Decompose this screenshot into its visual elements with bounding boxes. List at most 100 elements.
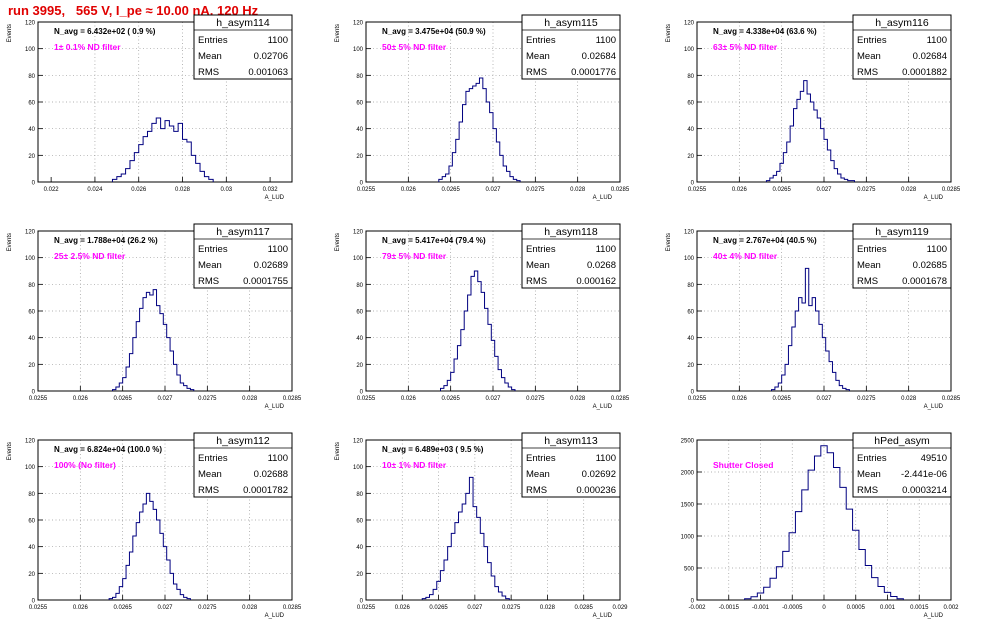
stats-title: h_asym119 (875, 226, 929, 238)
stats-value-mean: 0.02706 (254, 51, 288, 62)
stats-value-mean: 0.02684 (913, 51, 947, 62)
stats-box (521, 432, 621, 498)
stats-title: h_asym112 (216, 435, 270, 447)
x-tick-label: 0.0265 (429, 605, 448, 611)
y-tick-label: 120 (684, 21, 695, 27)
stats-label-rms: RMS (198, 276, 219, 287)
x-tick-label: 0.0285 (283, 605, 302, 611)
filter-label: 10± 1% ND filter (382, 460, 447, 470)
stats-box (852, 14, 952, 80)
x-tick-label: 0.0285 (942, 187, 961, 193)
stats-box (193, 223, 293, 289)
y-tick-label: 60 (356, 101, 363, 107)
stats-box (193, 432, 293, 498)
y-tick-label: 60 (28, 519, 35, 525)
x-tick-label: 0.0275 (198, 396, 217, 402)
y-tick-label: 100 (684, 256, 695, 262)
filter-label: 100% (No filter) (54, 460, 116, 470)
stats-box (852, 223, 952, 289)
y-tick-label: 100 (353, 465, 364, 471)
x-axis-label: A_LUD (924, 195, 944, 201)
y-tick-label: 60 (28, 101, 35, 107)
stats-label-entries: Entries (857, 35, 887, 46)
x-tick-label: 0.0255 (29, 396, 48, 402)
x-tick-label: 0.026 (73, 605, 89, 611)
y-tick-label: 1500 (681, 503, 695, 509)
x-tick-label: 0.0265 (113, 396, 132, 402)
stats-label-rms: RMS (526, 276, 547, 287)
x-tick-label: 0.0265 (772, 396, 791, 402)
y-tick-label: 20 (356, 572, 363, 578)
x-tick-label: 0.002 (943, 605, 959, 611)
x-tick-label: 0.0275 (502, 605, 521, 611)
stats-title: h_asym113 (544, 435, 598, 447)
navg-label: N_avg = 1.788e+04 (26.2 %) (54, 236, 158, 245)
stats-box (852, 432, 952, 498)
y-tick-label: 40 (687, 336, 694, 342)
stats-value-rms: 0.000162 (576, 276, 616, 287)
histogram-panel-h_asym114: 0.022 0.024 0.026 0.028 0.03 0.032 0 20 40 60 80 10… (7, 14, 293, 201)
x-tick-label: 0.0255 (357, 187, 376, 193)
x-tick-label: 0.028 (242, 605, 258, 611)
x-tick-label: -0.0005 (782, 605, 803, 611)
navg-label: N_avg = 3.475e+04 (50.9 %) (382, 27, 486, 36)
x-tick-label: 0.0255 (357, 605, 376, 611)
y-tick-label: 20 (28, 154, 35, 160)
y-tick-label: 80 (356, 74, 363, 80)
x-tick-label: -0.0015 (719, 605, 740, 611)
y-tick-label: 80 (28, 74, 35, 80)
histogram-h_asym117 (112, 289, 195, 391)
stats-label-mean: Mean (857, 469, 881, 480)
x-axis-label: A_LUD (593, 404, 613, 410)
navg-label: N_avg = 5.417e+04 (79.4 %) (382, 236, 486, 245)
stats-value-rms: 0.000236 (576, 485, 616, 496)
stats-label-mean: Mean (526, 51, 550, 62)
stats-label-entries: Entries (526, 35, 556, 46)
y-axis-label: Events (7, 233, 13, 251)
y-tick-label: 80 (28, 492, 35, 498)
y-tick-label: 80 (356, 492, 363, 498)
y-tick-label: 120 (353, 230, 364, 236)
stats-label-rms: RMS (857, 485, 878, 496)
y-tick-label: 120 (25, 230, 36, 236)
y-tick-label: 2500 (681, 439, 695, 445)
stats-label-mean: Mean (198, 469, 222, 480)
histogram-panel-h_asym117: 0.0255 0.026 0.0265 0.027 0.0275 0.028 0.0285 0… (7, 223, 302, 410)
x-tick-label: 0 (822, 605, 826, 611)
y-tick-label: 20 (356, 154, 363, 160)
x-axis-label: A_LUD (265, 195, 285, 201)
x-tick-label: 0.028 (242, 396, 258, 402)
x-tick-label: 0.026 (732, 187, 748, 193)
x-tick-label: 0.027 (816, 396, 832, 402)
y-tick-label: 120 (353, 21, 364, 27)
y-tick-label: 120 (353, 439, 364, 445)
stats-value-entries: 1100 (927, 35, 947, 46)
x-tick-label: 0.027 (467, 605, 483, 611)
stats-title: h_asym115 (544, 17, 598, 29)
navg-label: N_avg = 6.489e+03 ( 9.5 %) (382, 445, 484, 454)
x-tick-label: 0.028 (901, 396, 917, 402)
stats-label-rms: RMS (526, 485, 547, 496)
histogram-panel-h_asym112: 0.0255 0.026 0.0265 0.027 0.0275 0.028 0.0285 0… (7, 432, 302, 619)
x-tick-label: 0.0285 (283, 396, 302, 402)
stats-label-rms: RMS (857, 67, 878, 78)
stats-label-mean: Mean (857, 260, 881, 271)
stats-box (521, 223, 621, 289)
filter-label: 40± 4% ND filter (713, 251, 778, 261)
y-axis-label: Events (7, 24, 13, 42)
stats-label-entries: Entries (857, 244, 887, 255)
x-tick-label: 0.027 (157, 396, 173, 402)
stats-value-rms: 0.0001782 (243, 485, 288, 496)
x-tick-label: 0.028 (540, 605, 556, 611)
y-tick-label: 20 (28, 363, 35, 369)
y-tick-label: 60 (356, 310, 363, 316)
stats-value-entries: 1100 (596, 453, 616, 464)
y-tick-label: 80 (28, 283, 35, 289)
histogram-panel-h_asym115: 0.0255 0.026 0.0265 0.027 0.0275 0.028 0.0285 0… (335, 14, 630, 201)
y-tick-label: 40 (28, 545, 35, 551)
histogram-h_asym114 (111, 117, 214, 182)
stats-value-mean: 0.0268 (587, 260, 616, 271)
histogram-panel-h_asym119: 0.0255 0.026 0.0265 0.027 0.0275 0.028 0.0285 0… (666, 223, 961, 410)
x-tick-label: 0.0275 (526, 396, 545, 402)
